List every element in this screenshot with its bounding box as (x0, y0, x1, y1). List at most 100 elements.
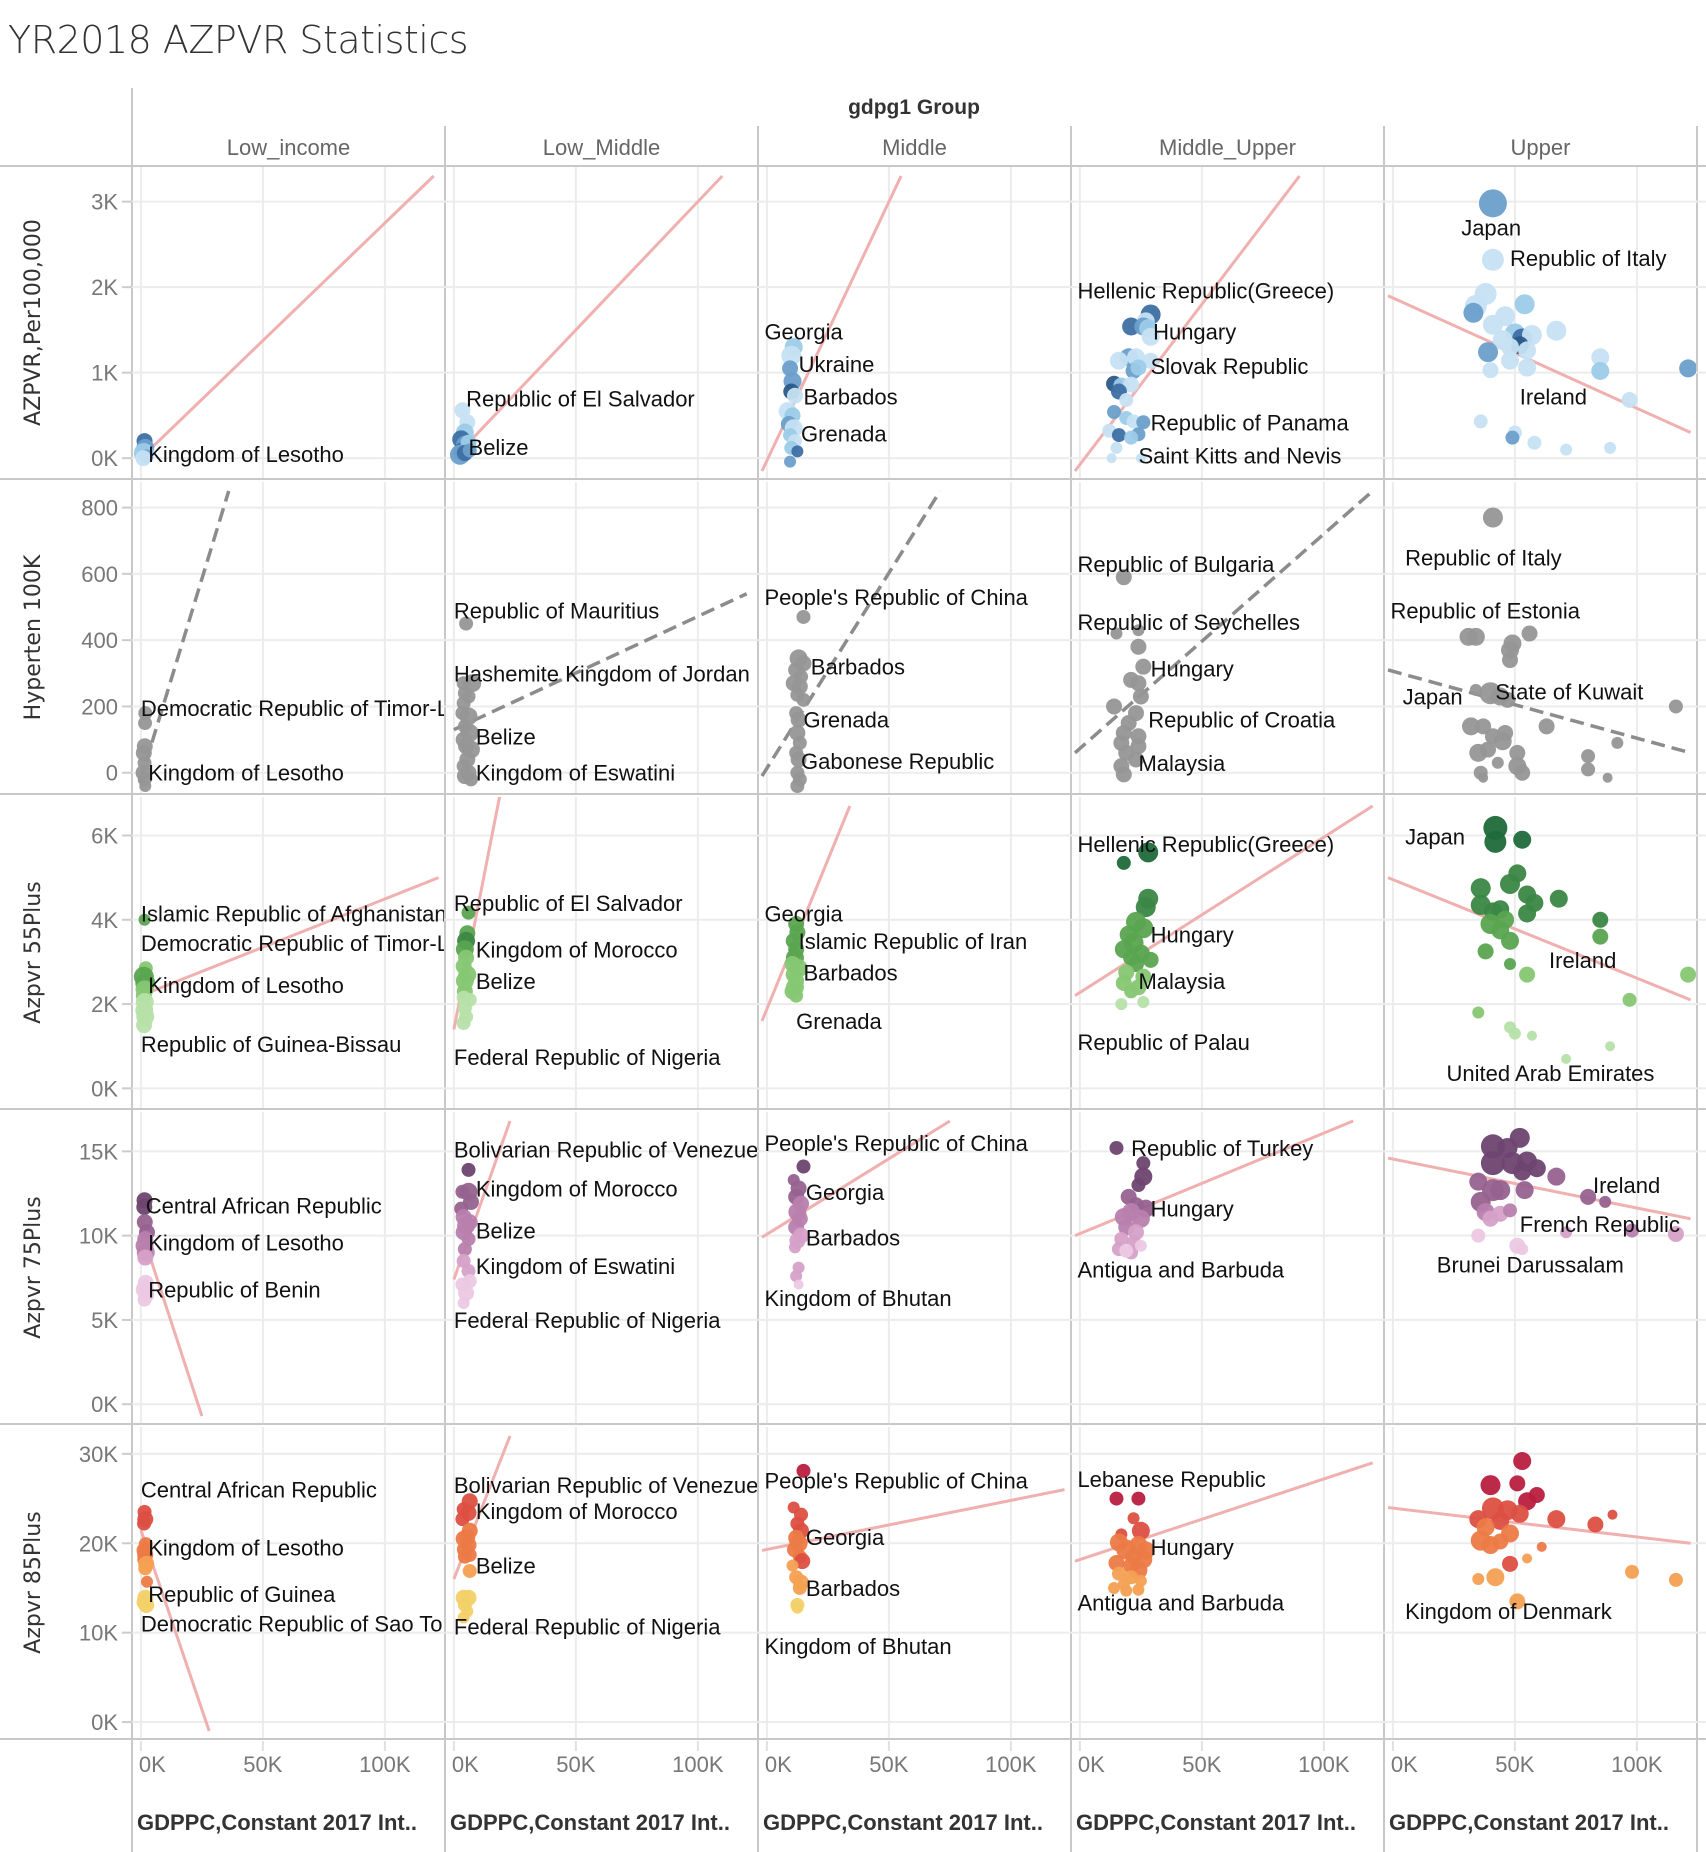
y-tick-label: 2K (91, 992, 118, 1017)
x-tick-label: 100K (985, 1752, 1037, 1777)
data-point (1510, 1504, 1529, 1523)
mark-label: Ireland (1549, 948, 1616, 973)
data-point (1493, 732, 1512, 751)
data-point (461, 905, 476, 920)
data-point (1110, 627, 1123, 640)
data-point (1591, 348, 1610, 367)
data-point (1471, 1228, 1486, 1243)
mark-label: Republic of Croatia (1148, 708, 1336, 733)
mark-label: Gabonese Republic (801, 749, 994, 774)
mark-label: Democratic Republic of Sao Tome and Prin… (141, 1612, 602, 1637)
trend-line (1387, 668, 1692, 755)
panel: Bolivarian Republic of VenezuelaKingdom … (452, 1427, 757, 1738)
data-point (1130, 359, 1147, 376)
data-point (1513, 1162, 1532, 1181)
trend-line (139, 174, 435, 460)
mark-label: Georgia (806, 1525, 885, 1550)
mark-label: French Republic (1520, 1212, 1680, 1237)
data-point (790, 711, 807, 728)
trend-line (760, 805, 852, 1022)
trend-line (1074, 804, 1374, 997)
mark-label: Ireland (1593, 1173, 1660, 1198)
data-point (1135, 897, 1156, 918)
panel-content: Republic of Italy Republic of Estonia Japa… (1387, 482, 1692, 793)
mark-label: Grenada (801, 421, 887, 446)
data-point (1463, 302, 1484, 323)
mark-label: Republic of Estonia (1390, 598, 1580, 623)
data-point (1602, 772, 1613, 783)
data-point (1135, 453, 1146, 464)
data-point (1521, 625, 1538, 642)
row-axis-label: Azpvr 55Plus (21, 881, 46, 1023)
data-point (1508, 1027, 1521, 1040)
data-point (1591, 361, 1610, 380)
mark-label: Hellenic Republic(Greece) (1077, 832, 1334, 857)
axes: AZPVR,Per100,000 0K 1K 2K 3K Hyperten 100K 0 20… (21, 190, 1669, 1835)
mark-label: Hellenic Republic(Greece) (1077, 279, 1334, 304)
data-point (140, 1575, 153, 1588)
mark-label: Hashemite Kingdom of Jordan (454, 661, 750, 686)
chart-frame (0, 88, 1706, 1852)
data-point (1473, 414, 1488, 429)
trend-line (453, 592, 748, 732)
panel: Georgia Ukraine Barbados Grenada (760, 167, 1012, 478)
panel: Georgia Islamic Republic of Iran Barbados G… (760, 797, 1028, 1108)
data-point (1513, 830, 1532, 849)
data-point (1536, 1541, 1547, 1552)
panels: Kingdom of Lesotho Republic of El Salvado… (133, 167, 1696, 1738)
data-point (792, 1580, 807, 1595)
panel: Lebanese Republic Hungary Antigua and Barb… (1074, 1427, 1374, 1738)
data-point (138, 716, 153, 731)
data-point (1138, 842, 1159, 863)
column-header: Low_income (227, 135, 351, 160)
x-tick-label: 100K (1611, 1752, 1663, 1777)
mark-label: Malaysia (1138, 969, 1226, 994)
panel: Kingdom of Denmark (1387, 1427, 1691, 1738)
data-point (1668, 699, 1683, 714)
data-point (1514, 764, 1531, 781)
data-point (1136, 415, 1151, 430)
data-point (1491, 756, 1504, 769)
data-point (790, 1270, 803, 1283)
panel-content: Georgia Ukraine Barbados Grenada (760, 167, 1012, 478)
data-point (1480, 1475, 1501, 1496)
data-point (1527, 435, 1542, 450)
panel-content: Kingdom of Denmark (1387, 1427, 1691, 1738)
mark-label: Georgia (764, 901, 843, 926)
panel-content: Japan Ireland United Arab Emirates (1387, 797, 1696, 1108)
data-point (1604, 441, 1617, 454)
trend-line (140, 876, 440, 998)
mark-label: Hungary (1151, 923, 1234, 948)
panel-content: Hellenic Republic(Greece) Hungary Malaysia… (1074, 797, 1374, 1108)
data-point (1475, 718, 1492, 735)
mark-label: Grenada (796, 1009, 882, 1034)
data-point (1526, 1030, 1537, 1041)
data-point (137, 1249, 154, 1266)
data-point (1141, 327, 1160, 346)
mark-label: Kingdom of Bhutan (764, 1634, 951, 1659)
mark-label: Republic of Bulgaria (1077, 552, 1275, 577)
data-point (1130, 738, 1147, 755)
y-tick-label: 0K (91, 446, 118, 471)
mark-label: Kingdom of Lesotho (148, 442, 344, 467)
column-headers: gdpg1 Group Low_income Low_Middle Middle Mi… (227, 96, 1571, 160)
data-point (1106, 453, 1117, 464)
data-point (1607, 1509, 1618, 1520)
data-point (463, 772, 478, 787)
mark-label: Japan (1405, 824, 1465, 849)
y-tick-label: 200 (81, 694, 118, 719)
mark-label: People's Republic of China (764, 1469, 1028, 1494)
mark-label: Islamic Republic of Iran (799, 929, 1028, 954)
data-point (1549, 889, 1568, 908)
row-axis-label: Azpvr 75Plus (21, 1196, 46, 1338)
trend-line (761, 1488, 1065, 1552)
mark-label: Georgia (806, 1180, 885, 1205)
data-point (1119, 393, 1134, 408)
data-point (1605, 1041, 1616, 1052)
mark-label: Barbados (806, 1225, 900, 1250)
data-point (1581, 762, 1596, 777)
data-point (1501, 338, 1519, 357)
data-point (457, 1549, 472, 1564)
data-point (1621, 392, 1638, 409)
